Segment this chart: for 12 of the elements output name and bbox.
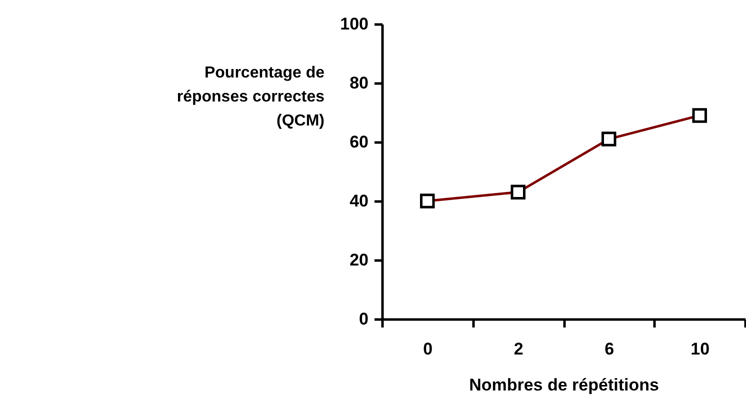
x-axis-title: Nombres de répétitions	[469, 376, 659, 394]
y-tick-label: 60	[350, 132, 368, 152]
y-tick-label: 100	[340, 14, 368, 34]
x-tick-label: 10	[690, 340, 710, 358]
y-tick-label: 0	[359, 310, 368, 328]
x-tick-label: 0	[423, 340, 433, 358]
y-tick-label: 80	[350, 74, 368, 92]
y-tick-label: 40	[350, 192, 368, 210]
y-tick-label: 20	[350, 250, 368, 270]
x-tick-label: 6	[604, 340, 614, 358]
y-axis-title: Pourcentage de réponses correctes (QCM)	[176, 64, 325, 130]
x-tick-label: 2	[514, 340, 524, 358]
